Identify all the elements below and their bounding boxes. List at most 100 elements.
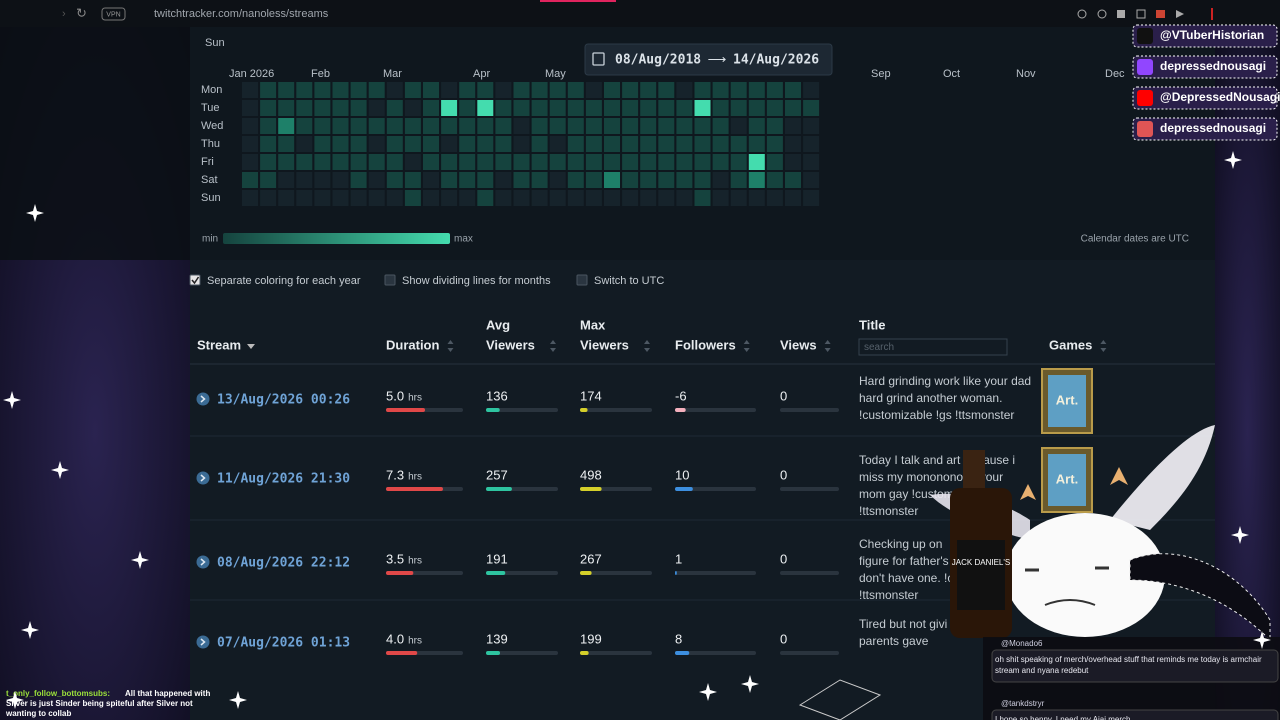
- date-range-box[interactable]: [584, 43, 833, 76]
- heatmap-cell: [332, 172, 349, 188]
- heatmap-cell: [296, 136, 313, 152]
- social-badge[interactable]: [1132, 117, 1278, 141]
- heatmap-cell: [549, 118, 566, 134]
- followers-bar: [675, 408, 686, 412]
- heatmap-cell: [441, 82, 458, 98]
- heatmap-cell: [803, 82, 820, 98]
- heatmap-cell: [640, 118, 657, 134]
- heatmap-cell: [495, 190, 512, 206]
- heatmap-cell: [766, 154, 783, 170]
- heatmap-cell: [459, 154, 476, 170]
- bar-track: [580, 571, 652, 575]
- max_viewers-bar: [580, 651, 589, 655]
- heatmap-cell: [423, 100, 439, 116]
- sort-arrows[interactable]: [550, 340, 556, 352]
- expand-icon[interactable]: [196, 471, 210, 485]
- heatmap-cell: [441, 172, 458, 188]
- sort-arrows[interactable]: [743, 340, 750, 352]
- month-label: May: [545, 68, 566, 80]
- heatmap-cell: [368, 190, 385, 206]
- expand-icon[interactable]: [196, 555, 210, 569]
- heatmap-cell: [495, 136, 512, 152]
- heatmap-cell: [296, 118, 313, 134]
- checkbox[interactable]: [576, 274, 588, 286]
- heatmap-cell: [785, 172, 801, 188]
- heatmap-cell: [730, 172, 747, 188]
- heatmap-cell: [622, 82, 639, 98]
- heatmap-cell: [622, 172, 639, 188]
- legend-min: min: [202, 234, 218, 245]
- heatmap-cell: [495, 154, 512, 170]
- bar-track: [675, 408, 756, 412]
- heatmap-cell: [332, 100, 349, 116]
- views: 0: [780, 631, 787, 646]
- heatmap-cell: [423, 136, 439, 152]
- heatmap-cell: [495, 118, 512, 134]
- heatmap-cell: [260, 190, 277, 206]
- checkbox[interactable]: [384, 274, 396, 286]
- social-handle: @VTuberHistorian: [1160, 28, 1264, 42]
- bar-track: [780, 571, 839, 575]
- heatmap-cell: [404, 136, 421, 152]
- vpn-badge[interactable]: [101, 7, 126, 21]
- heatmap-cell: [260, 136, 277, 152]
- heatmap-cell: [278, 136, 295, 152]
- option-label: Show dividing lines for months: [402, 275, 551, 287]
- heatmap-cell: [477, 100, 494, 116]
- heatmap-cell: [730, 118, 747, 134]
- nav-arrow[interactable]: ›: [62, 8, 66, 20]
- heatmap-cell: [766, 136, 783, 152]
- heatmap-cell: [712, 172, 729, 188]
- option-label: Switch to UTC: [594, 275, 664, 287]
- social-badge[interactable]: [1132, 86, 1278, 110]
- followers: 8: [675, 631, 682, 646]
- heatmap-cell: [260, 100, 277, 116]
- stream-title: parents gave: [859, 634, 929, 648]
- heatmap-cell: [278, 190, 295, 206]
- star: [131, 551, 149, 569]
- search-box[interactable]: [858, 338, 1008, 356]
- sort-arrows[interactable]: [824, 340, 831, 352]
- heatmap-cell: [513, 154, 530, 170]
- duration-unit: hrs: [408, 636, 422, 647]
- heatmap-cell: [766, 100, 783, 116]
- heatmap-cell: [622, 118, 639, 134]
- sort-arrows[interactable]: [1100, 340, 1107, 352]
- heatmap-cell: [441, 136, 458, 152]
- heatmap-cell: [314, 100, 331, 116]
- star: [21, 621, 39, 639]
- heatmap-cell: [694, 118, 711, 134]
- heatmap-cell: [404, 154, 421, 170]
- stream-title: hard grind another woman.: [859, 391, 1002, 405]
- duration: 7.3: [386, 467, 404, 482]
- heatmap-cell: [332, 154, 349, 170]
- sort-arrows[interactable]: [447, 340, 454, 352]
- heatmap-cell: [585, 190, 602, 206]
- avg-viewers: 136: [486, 388, 508, 403]
- heatmap-cell: [676, 154, 693, 170]
- star: [1231, 526, 1249, 544]
- heatmap-cell: [513, 190, 530, 206]
- expand-icon[interactable]: [196, 635, 210, 649]
- heatmap-cell: [404, 118, 421, 134]
- heatmap-cell: [549, 190, 566, 206]
- utc-note: Calendar dates are UTC: [1081, 234, 1189, 245]
- heatmap-cell: [404, 82, 421, 98]
- heatmap-cell: [368, 154, 385, 170]
- heatmap-cell: [712, 82, 729, 98]
- social-badge[interactable]: [1132, 55, 1278, 79]
- heatmap-cell: [350, 172, 367, 188]
- sort-arrows[interactable]: [644, 340, 650, 352]
- reload-button[interactable]: ↻: [76, 5, 87, 20]
- social-badge[interactable]: [1132, 24, 1278, 48]
- heatmap-cell: [423, 82, 439, 98]
- expand-icon[interactable]: [196, 392, 210, 406]
- duration-bar: [386, 651, 418, 655]
- heatmap-cell: [513, 82, 530, 98]
- star: [51, 461, 69, 479]
- heatmap-cell: [730, 136, 747, 152]
- chat-bubble: [991, 649, 1279, 683]
- url[interactable]: twitchtracker.com/nanoless/streams: [154, 8, 329, 20]
- day-label: Sun: [205, 37, 225, 49]
- heatmap-cell: [513, 100, 530, 116]
